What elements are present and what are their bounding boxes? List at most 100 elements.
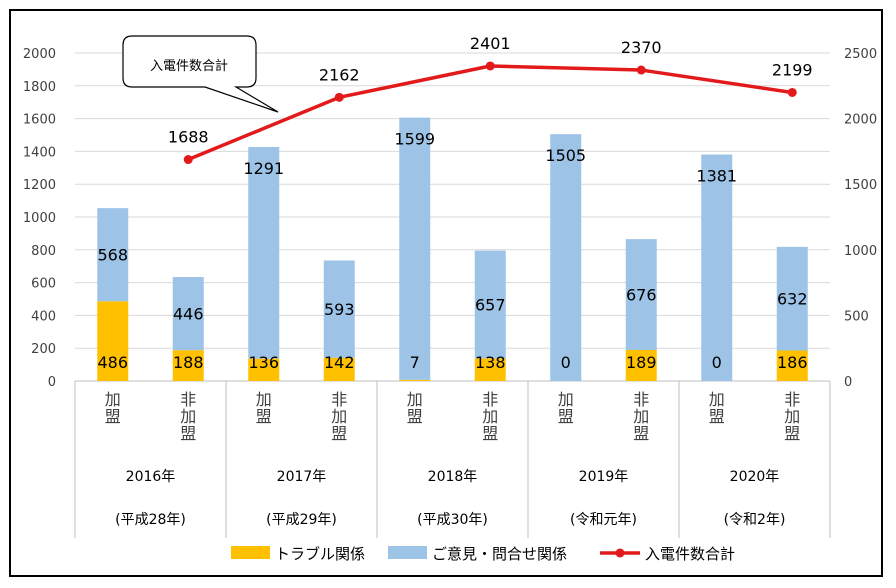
- data-label-opinion: 1505: [545, 146, 586, 165]
- legend-label-trouble: トラブル関係: [275, 545, 365, 563]
- y-right-tick-label: 1500: [844, 178, 877, 193]
- line-point: [183, 155, 193, 165]
- bar-trouble: [474, 358, 506, 381]
- data-label-trouble: 136: [248, 353, 279, 372]
- data-label-total: 2370: [621, 38, 662, 57]
- category-label: 非: [180, 390, 196, 409]
- bar-opinion: [97, 208, 129, 302]
- callout-text: 入電件数合計: [150, 58, 228, 74]
- era-label: (令和元年): [570, 512, 637, 528]
- bar-opinion: [550, 134, 582, 381]
- category-label: 加: [331, 407, 347, 426]
- data-label-total: 2199: [772, 60, 813, 79]
- data-label-trouble: 142: [324, 353, 355, 372]
- category-label: 盟: [558, 407, 574, 426]
- y-left-tick-label: 2000: [23, 47, 56, 62]
- data-label-total: 2401: [470, 34, 511, 53]
- era-label: (平成28年): [115, 512, 186, 528]
- category-label: 盟: [256, 407, 272, 426]
- category-label: 盟: [633, 424, 649, 443]
- y-right-tick-label: 500: [844, 309, 869, 324]
- category-label: 加: [482, 407, 498, 426]
- category-label: 盟: [482, 424, 498, 443]
- data-label-opinion: 1381: [696, 167, 737, 186]
- y-left-tick-label: 800: [31, 244, 56, 259]
- category-label: 盟: [180, 424, 196, 443]
- bar-opinion: [474, 250, 506, 359]
- year-label: 2019年: [579, 469, 629, 485]
- data-label-opinion: 1599: [394, 130, 435, 149]
- bar-opinion: [399, 117, 431, 380]
- data-label-opinion: 1291: [243, 159, 284, 178]
- data-label-opinion: 657: [475, 295, 506, 314]
- bar-opinion: [248, 146, 280, 359]
- data-label-total: 1688: [168, 128, 209, 147]
- legend-swatch-total-marker: [615, 548, 625, 558]
- data-label-trouble: 186: [777, 353, 808, 372]
- data-label-opinion: 568: [97, 246, 128, 265]
- category-label: 盟: [407, 407, 423, 426]
- data-label-trouble: 138: [475, 353, 506, 372]
- category-label: 加: [180, 407, 196, 426]
- y-right-tick-label: 2000: [844, 113, 877, 128]
- line-point: [636, 65, 646, 75]
- year-label: 2020年: [730, 469, 780, 485]
- category-label: 盟: [709, 407, 725, 426]
- y-left-tick-label: 200: [31, 342, 56, 357]
- category-label: 加: [709, 390, 725, 409]
- category-label: 加: [407, 390, 423, 409]
- bar-trouble: [97, 301, 129, 381]
- data-label-opinion: 632: [777, 290, 808, 309]
- category-label: 加: [784, 407, 800, 426]
- data-label-opinion: 446: [173, 305, 204, 324]
- legend-label-total: 入電件数合計: [645, 545, 735, 563]
- data-label-trouble: 7: [410, 353, 420, 372]
- y-left-tick-label: 1600: [23, 113, 56, 128]
- data-label-opinion: 593: [324, 300, 355, 319]
- y-right-tick-label: 2500: [844, 47, 877, 62]
- y-left-tick-label: 400: [31, 309, 56, 324]
- line-point: [787, 87, 797, 97]
- bar-trouble: [399, 379, 431, 381]
- category-label: 加: [105, 390, 121, 409]
- legend-label-opinion: ご意見・問合せ関係: [432, 545, 567, 563]
- bar-trouble: [776, 350, 808, 381]
- line-point: [485, 61, 495, 71]
- line-point: [334, 92, 344, 102]
- bar-trouble: [172, 350, 204, 381]
- era-label: (令和2年): [724, 512, 786, 528]
- year-label: 2016年: [126, 469, 176, 485]
- legend-swatch-trouble: [231, 546, 270, 559]
- data-label-trouble: 0: [561, 353, 571, 372]
- data-label-opinion: 676: [626, 286, 657, 305]
- y-left-tick-label: 0: [48, 375, 56, 390]
- legend-swatch-opinion: [388, 546, 427, 559]
- category-label: 盟: [105, 407, 121, 426]
- bar-opinion: [323, 260, 355, 358]
- callout-box: [122, 35, 279, 113]
- data-label-trouble: 0: [712, 353, 722, 372]
- y-left-tick-label: 1200: [23, 178, 56, 193]
- year-label: 2018年: [428, 469, 478, 485]
- y-left-tick-label: 1000: [23, 211, 56, 226]
- line-total: [187, 64, 793, 162]
- y-left-tick-label: 600: [31, 277, 56, 292]
- y-right-tick-label: 0: [844, 375, 852, 390]
- bar-opinion: [172, 277, 204, 351]
- bar-opinion: [701, 154, 733, 381]
- category-label: 非: [784, 390, 800, 409]
- era-label: (平成30年): [417, 512, 488, 528]
- category-label: 盟: [784, 424, 800, 443]
- y-right-tick-label: 1000: [844, 244, 877, 259]
- category-label: 非: [482, 390, 498, 409]
- y-left-tick-label: 1400: [23, 145, 56, 160]
- category-label: 加: [633, 407, 649, 426]
- data-label-total: 2162: [319, 65, 360, 84]
- category-label: 非: [331, 390, 347, 409]
- era-label: (平成29年): [266, 512, 337, 528]
- bar-trouble: [625, 350, 657, 381]
- bar-trouble: [323, 357, 355, 381]
- category-label: 非: [633, 390, 649, 409]
- category-label: 加: [256, 390, 272, 409]
